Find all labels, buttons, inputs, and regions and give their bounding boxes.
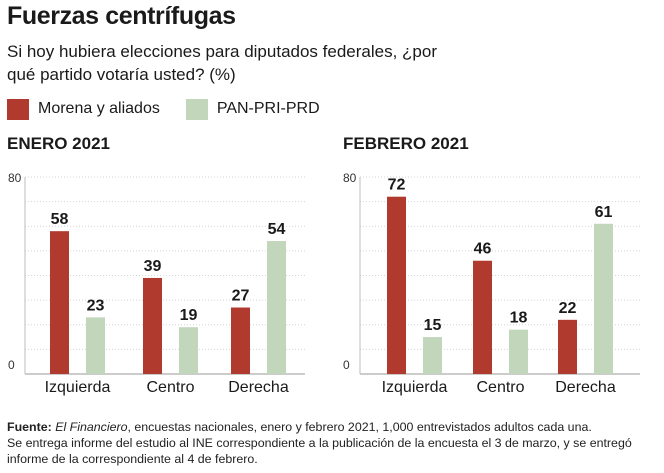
bar [231, 307, 250, 374]
data-label: 19 [180, 307, 198, 324]
data-label: 72 [388, 177, 406, 194]
bar [50, 231, 69, 374]
data-label: 18 [510, 310, 528, 327]
x-tick-label: Centro [146, 379, 194, 396]
bar [179, 327, 198, 374]
legend-label-pan-pri-prd: PAN-PRI-PRD [216, 100, 320, 117]
bar [143, 277, 162, 374]
data-label: 46 [474, 241, 492, 258]
legend: Morena y aliados PAN-PRI-PRD [7, 98, 346, 120]
source-text: , encuestas nacionales, enero y febrero … [127, 420, 592, 434]
bar [387, 196, 406, 374]
panel-title-enero: ENERO 2021 [7, 134, 110, 153]
y-tick-label: 80 [8, 171, 22, 185]
source-note: Fuente: El Financiero, encuestas naciona… [7, 419, 657, 467]
legend-label-morena: Morena y aliados [38, 100, 160, 117]
x-tick-label: Izquierda [45, 379, 111, 396]
bar [558, 319, 577, 374]
data-label: 54 [268, 221, 286, 238]
x-tick-label: Derecha [555, 379, 616, 396]
bar [86, 317, 105, 374]
legend-swatch-morena [7, 98, 29, 120]
legend-item-pan-pri-prd: PAN-PRI-PRD [185, 98, 320, 120]
source-name: El Financiero [55, 420, 128, 434]
source-label: Fuente: [7, 420, 52, 434]
data-label: 27 [232, 288, 250, 305]
x-tick-label: Derecha [228, 379, 289, 396]
bar-charts: 80 0 58 23 Izquierda 39 19 Centro 27 54 Derecha 80 0… [8, 171, 640, 396]
data-label: 23 [87, 297, 105, 314]
y-tick-label: 0 [343, 358, 350, 372]
chart-title: Fuerzas centrífugas [7, 2, 236, 30]
y-tick-label: 0 [8, 358, 15, 372]
bar [267, 241, 286, 374]
chart-subtitle: Si hoy hubiera elecciones para diputados… [7, 42, 437, 84]
source-note-text: Se entrega informe del estudio al INE co… [7, 436, 632, 466]
data-label: 22 [559, 300, 577, 317]
bar [509, 329, 528, 374]
x-tick-label: Centro [476, 379, 524, 396]
bar [594, 223, 613, 374]
data-label: 58 [51, 211, 69, 228]
bar [423, 337, 442, 374]
y-tick-label: 80 [343, 171, 357, 185]
legend-swatch-pan-pri-prd [185, 98, 208, 120]
legend-item-morena: Morena y aliados [7, 98, 160, 120]
data-label: 61 [595, 204, 613, 221]
data-label: 15 [424, 317, 442, 334]
x-tick-label: Izquierda [382, 379, 448, 396]
panel-title-febrero: FEBRERO 2021 [343, 134, 469, 153]
bar [473, 260, 492, 374]
data-label: 39 [144, 258, 162, 275]
